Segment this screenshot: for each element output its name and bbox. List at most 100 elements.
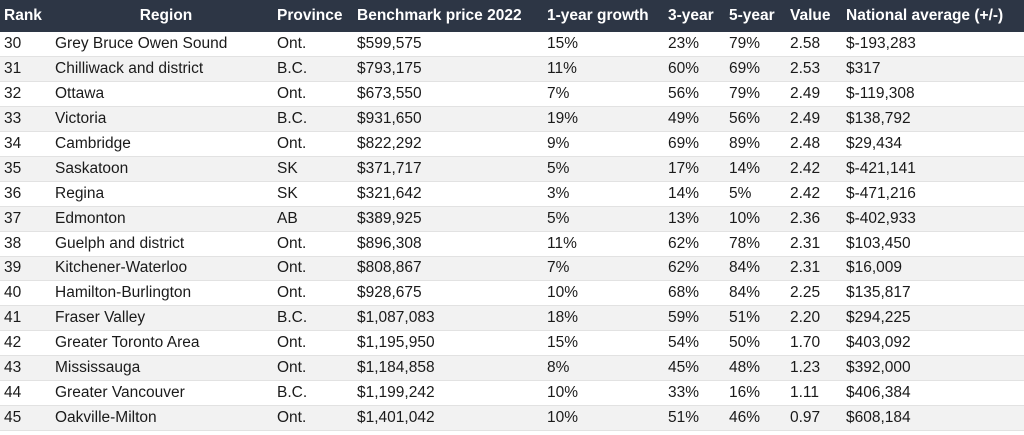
cell-value: 2.48 [790, 131, 846, 157]
cell-province: AB [277, 206, 357, 232]
cell-1-year-growth: 3% [547, 181, 668, 207]
cell-benchmark-price: $1,087,083 [357, 305, 547, 332]
cell-3-year: 13% [668, 206, 729, 232]
cell-benchmark-price: $599,575 [357, 32, 547, 58]
table-row: 36 Regina SK $321,642 3% 14% 5% 2.42 $-471,216 [0, 181, 1024, 207]
cell-national-average: $135,817 [846, 280, 1024, 307]
cell-rank: 33 [0, 106, 55, 133]
cell-benchmark-price: $673,550 [357, 81, 547, 108]
cell-province: Ont. [277, 330, 357, 357]
cell-5-year: 10% [729, 206, 790, 232]
cell-benchmark-price: $793,175 [357, 56, 547, 83]
cell-benchmark-price: $1,401,042 [357, 405, 547, 431]
cell-1-year-growth: 18% [547, 305, 668, 332]
cell-5-year: 48% [729, 355, 790, 381]
cell-region: Greater Vancouver [55, 380, 277, 406]
cell-value: 2.31 [790, 231, 846, 257]
cell-rank: 42 [0, 330, 55, 357]
cell-1-year-growth: 8% [547, 355, 668, 381]
cell-region: Oakville-Milton [55, 405, 277, 431]
cell-national-average: $-471,216 [846, 181, 1024, 207]
cell-value: 2.42 [790, 181, 846, 207]
table-row: 43 Mississauga Ont. $1,184,858 8% 45% 48% 1.23 $… [0, 355, 1024, 381]
cell-province: Ont. [277, 32, 357, 58]
table-row: 44 Greater Vancouver B.C. $1,199,242 10% 33% 1… [0, 380, 1024, 406]
cell-benchmark-price: $896,308 [357, 231, 547, 257]
cell-rank: 43 [0, 355, 55, 381]
cell-value: 2.36 [790, 206, 846, 232]
cell-5-year: 89% [729, 131, 790, 157]
cell-1-year-growth: 15% [547, 330, 668, 357]
cell-3-year: 68% [668, 280, 729, 307]
cell-value: 2.53 [790, 56, 846, 83]
table-row: 39 Kitchener-Waterloo Ont. $808,867 7% 62% 84%… [0, 256, 1024, 282]
cell-region: Grey Bruce Owen Sound [55, 32, 277, 58]
cell-province: Ont. [277, 81, 357, 108]
cell-3-year: 69% [668, 131, 729, 157]
table-row: 32 Ottawa Ont. $673,550 7% 56% 79% 2.49 $-119,30… [0, 81, 1024, 108]
cell-province: B.C. [277, 305, 357, 332]
cell-5-year: 79% [729, 81, 790, 108]
cell-province: SK [277, 156, 357, 182]
cell-region: Fraser Valley [55, 305, 277, 332]
cell-5-year: 16% [729, 380, 790, 406]
cell-rank: 36 [0, 181, 55, 207]
table-row: 35 Saskatoon SK $371,717 5% 17% 14% 2.42 $-421,1… [0, 156, 1024, 182]
cell-region: Saskatoon [55, 156, 277, 182]
cell-1-year-growth: 5% [547, 206, 668, 232]
cell-5-year: 50% [729, 330, 790, 357]
cell-5-year: 69% [729, 56, 790, 83]
header-national-average: National average (+/-) [846, 7, 1004, 24]
cell-region: Mississauga [55, 355, 277, 381]
cell-value: 2.42 [790, 156, 846, 182]
cell-3-year: 49% [668, 106, 729, 133]
cell-3-year: 14% [668, 181, 729, 207]
cell-national-average: $406,384 [846, 380, 1024, 406]
cell-benchmark-price: $389,925 [357, 206, 547, 232]
cell-national-average: $29,434 [846, 131, 1024, 157]
cell-1-year-growth: 10% [547, 380, 668, 406]
cell-rank: 31 [0, 56, 55, 83]
cell-province: Ont. [277, 405, 357, 431]
cell-rank: 32 [0, 81, 55, 108]
cell-province: Ont. [277, 355, 357, 381]
cell-province: Ont. [277, 256, 357, 282]
cell-national-average: $-402,933 [846, 206, 1024, 232]
cell-benchmark-price: $1,184,858 [357, 355, 547, 381]
cell-benchmark-price: $321,642 [357, 181, 547, 207]
cell-5-year: 79% [729, 32, 790, 58]
cell-national-average: $16,009 [846, 256, 1024, 282]
cell-province: SK [277, 181, 357, 207]
cell-3-year: 33% [668, 380, 729, 406]
header-row: Rank Region Province Benchmark price 202… [0, 0, 1024, 32]
cell-rank: 34 [0, 131, 55, 157]
cell-3-year: 51% [668, 405, 729, 431]
table-row: 37 Edmonton AB $389,925 5% 13% 10% 2.36 $-402,93… [0, 206, 1024, 232]
cell-3-year: 60% [668, 56, 729, 83]
cell-region: Guelph and district [55, 231, 277, 257]
cell-benchmark-price: $808,867 [357, 256, 547, 282]
cell-3-year: 62% [668, 256, 729, 282]
cell-rank: 44 [0, 380, 55, 406]
table-row: 38 Guelph and district Ont. $896,308 11% 62% 7… [0, 231, 1024, 257]
cell-rank: 37 [0, 206, 55, 232]
cell-region: Edmonton [55, 206, 277, 232]
cell-province: Ont. [277, 131, 357, 157]
cell-province: Ont. [277, 280, 357, 307]
cell-national-average: $608,184 [846, 405, 1024, 431]
cell-rank: 30 [0, 32, 55, 58]
cell-region: Greater Toronto Area [55, 330, 277, 357]
cell-region: Hamilton-Burlington [55, 280, 277, 307]
cell-3-year: 23% [668, 32, 729, 58]
header-rank: Rank [4, 7, 42, 24]
cell-3-year: 17% [668, 156, 729, 182]
cell-region: Chilliwack and district [55, 56, 277, 83]
cell-rank: 45 [0, 405, 55, 431]
cell-3-year: 59% [668, 305, 729, 332]
table-row: 31 Chilliwack and district B.C. $793,175 11%… [0, 56, 1024, 83]
table-row: 34 Cambridge Ont. $822,292 9% 69% 89% 2.48 $29,4… [0, 131, 1024, 157]
cell-national-average: $-119,308 [846, 81, 1024, 108]
cell-5-year: 84% [729, 256, 790, 282]
cell-5-year: 14% [729, 156, 790, 182]
cell-value: 2.58 [790, 32, 846, 58]
